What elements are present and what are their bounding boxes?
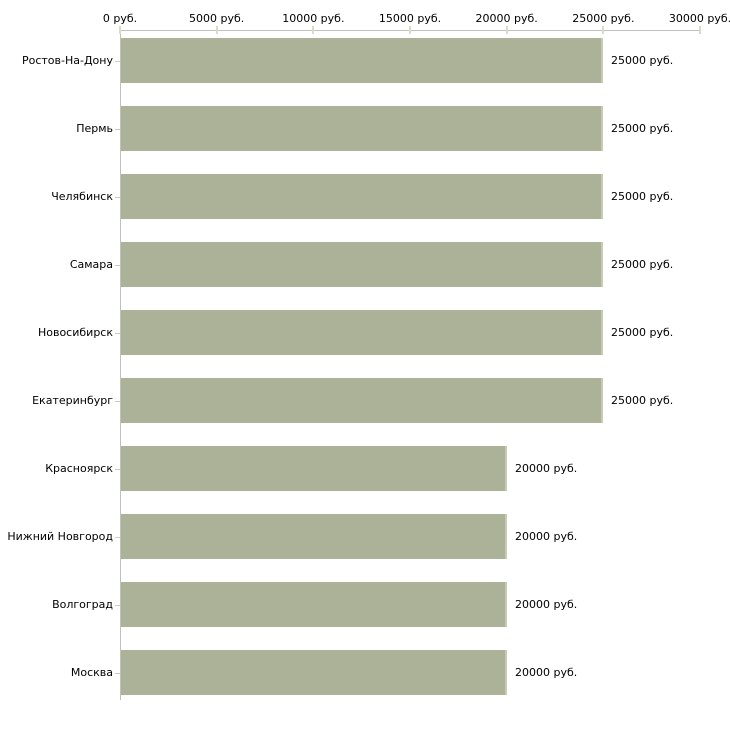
value-label: 20000 руб.: [515, 529, 578, 543]
bar: [121, 38, 603, 83]
bar: [121, 310, 603, 355]
x-tick-label: 30000 руб.: [668, 12, 730, 25]
x-tick-label: 10000 руб.: [282, 12, 345, 25]
x-tick-mark: [215, 26, 218, 34]
category-label: Новосибирск: [37, 325, 113, 339]
bar: [121, 378, 603, 423]
y-tick-mark: [115, 264, 120, 266]
value-label: 25000 руб.: [611, 325, 674, 339]
x-tick-mark: [602, 26, 605, 34]
x-tick-mark: [119, 26, 121, 34]
category-label: Нижний Новгород: [7, 529, 113, 543]
x-tick-label: 15000 руб.: [378, 12, 442, 25]
bar: [121, 174, 603, 219]
bar: [121, 242, 603, 287]
y-tick-mark: [115, 672, 120, 674]
y-tick-mark: [115, 604, 120, 606]
value-label: 25000 руб.: [611, 121, 674, 135]
y-tick-mark: [115, 60, 120, 62]
bar: [121, 582, 507, 627]
y-tick-mark: [115, 536, 120, 538]
category-label: Пермь: [76, 121, 113, 135]
category-label: Самара: [69, 257, 113, 271]
x-tick-label: 25000 руб.: [572, 12, 635, 25]
category-label: Москва: [70, 665, 113, 679]
y-tick-mark: [115, 400, 120, 402]
bar: [121, 514, 507, 559]
bar: [121, 446, 507, 491]
x-tick-mark: [409, 26, 411, 34]
y-axis-line: [120, 26, 121, 700]
x-tick-mark: [505, 26, 508, 34]
x-tick-label: 0 руб.: [102, 12, 138, 25]
value-label: 25000 руб.: [611, 257, 674, 271]
value-label: 25000 руб.: [611, 393, 674, 407]
y-tick-mark: [115, 332, 120, 334]
value-label: 20000 руб.: [515, 461, 578, 475]
x-tick-label: 20000 руб.: [475, 12, 538, 25]
value-label: 25000 руб.: [611, 189, 674, 203]
value-label: 20000 руб.: [515, 597, 578, 611]
y-tick-mark: [115, 468, 120, 470]
value-label: 25000 руб.: [611, 53, 674, 67]
category-label: Волгоград: [52, 597, 113, 611]
category-label: Ростов-На-Дону: [21, 53, 113, 67]
x-tick-mark: [312, 26, 315, 34]
y-tick-mark: [115, 128, 120, 130]
x-tick-label: 5000 руб.: [189, 12, 245, 25]
y-tick-mark: [115, 196, 120, 198]
category-label: Челябинск: [51, 189, 113, 203]
x-tick-mark: [699, 26, 701, 34]
category-label: Екатеринбург: [32, 393, 113, 407]
value-label: 20000 руб.: [515, 665, 578, 679]
bar: [121, 650, 507, 695]
category-label: Красноярск: [45, 461, 113, 475]
bar: [121, 106, 603, 151]
